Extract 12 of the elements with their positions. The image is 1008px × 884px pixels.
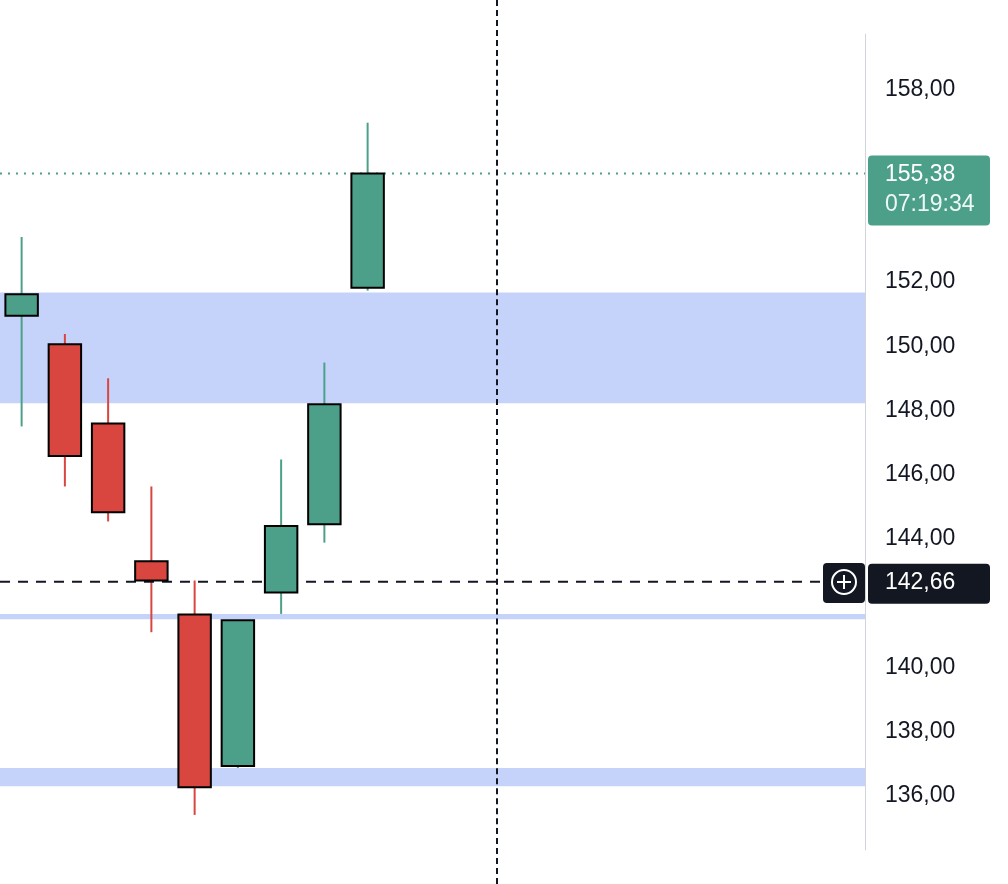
y-tick-label: 152,00 bbox=[885, 267, 956, 294]
y-tick-label: 136,00 bbox=[885, 780, 956, 807]
y-tick-label: 146,00 bbox=[885, 459, 956, 486]
y-tick-label: 138,00 bbox=[885, 716, 956, 743]
y-tick-label: 148,00 bbox=[885, 395, 956, 422]
text: 07:19:34 bbox=[885, 189, 975, 216]
y-tick-label: 144,00 bbox=[885, 524, 956, 551]
ref-line-label: 142,66 bbox=[885, 568, 956, 595]
y-tick-label: 140,00 bbox=[885, 652, 956, 679]
y-tick-label: 150,00 bbox=[885, 331, 956, 358]
y-tick-label: 158,00 bbox=[885, 74, 956, 101]
ref-line-label: 155,38 bbox=[885, 159, 956, 186]
